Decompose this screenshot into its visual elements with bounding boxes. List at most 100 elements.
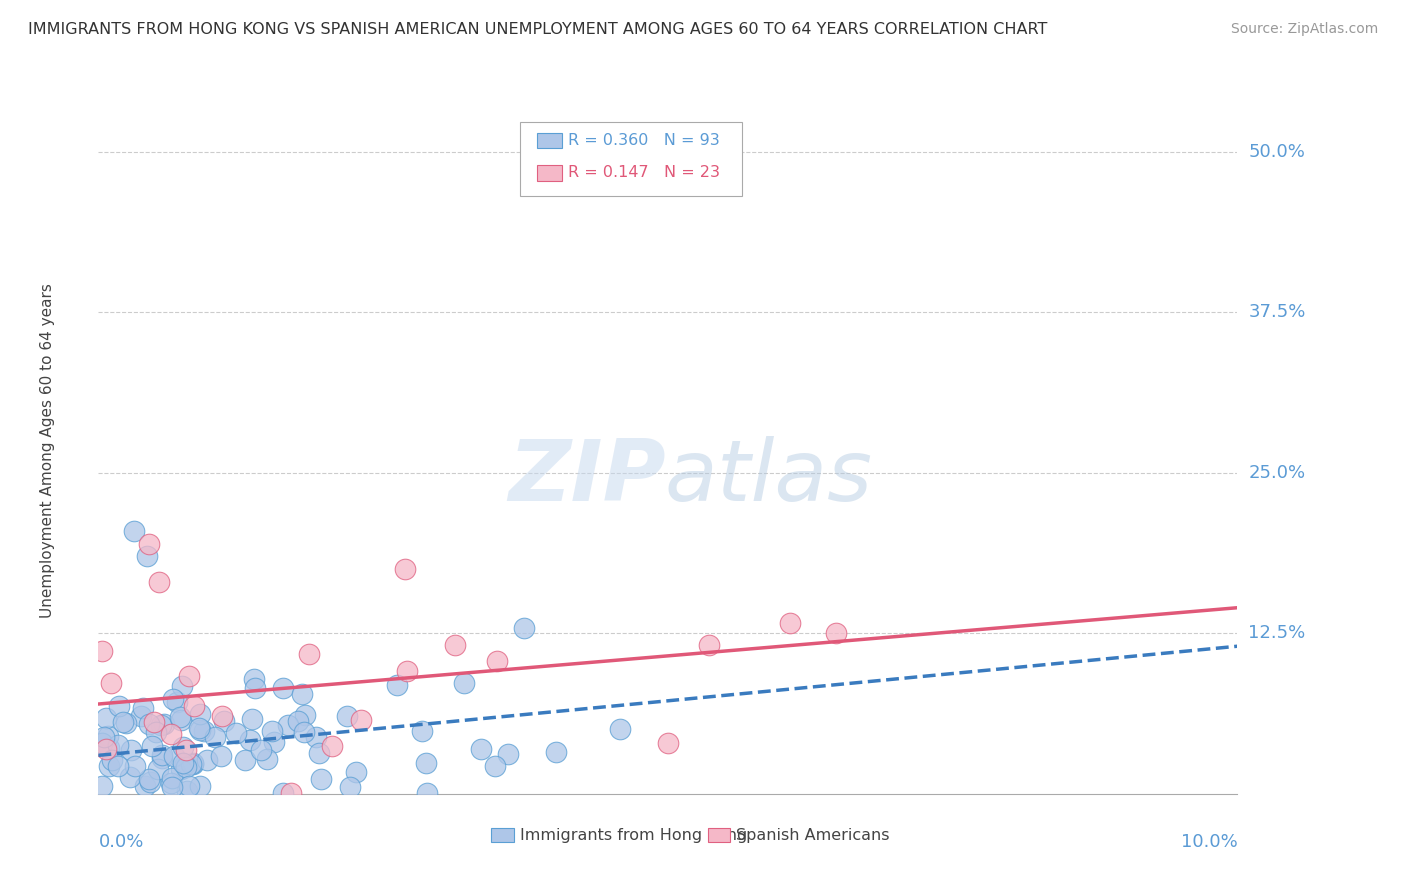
Point [280,786,302,800]
Text: Unemployment Among Ages 60 to 64 years: Unemployment Among Ages 60 to 64 years [39,283,55,618]
Point [183,756,205,771]
Point [453,676,475,690]
Point [94,711,117,725]
Point [181,756,204,770]
Point [131,700,153,714]
Point [162,692,184,706]
Point [188,721,211,735]
Point [546,745,568,759]
Text: 12.5%: 12.5% [1249,624,1306,642]
Point [112,714,135,729]
Point [118,770,141,784]
Point [129,708,152,723]
Point [470,742,492,756]
Point [416,786,439,800]
Point [173,756,195,771]
Point [496,747,519,761]
Point [287,714,309,728]
Point [179,779,201,793]
Point [697,638,720,652]
Point [240,712,263,726]
Point [176,783,198,797]
Point [411,724,433,739]
Point [114,716,136,731]
Point [336,709,359,723]
Point [779,615,801,630]
Point [344,765,367,780]
Point [169,762,191,776]
Text: Immigrants from Hong Kong: Immigrants from Hong Kong [520,828,747,843]
Text: 0.0%: 0.0% [98,833,143,851]
FancyBboxPatch shape [537,133,562,148]
FancyBboxPatch shape [537,165,562,180]
Point [107,758,129,772]
Text: Source: ZipAtlas.com: Source: ZipAtlas.com [1230,22,1378,37]
Point [394,562,416,576]
Point [170,713,193,727]
Point [298,648,321,662]
Point [163,748,186,763]
FancyBboxPatch shape [491,828,515,842]
Point [139,775,162,789]
Point [321,739,343,753]
Point [120,743,142,757]
Point [657,735,679,749]
Point [211,709,233,723]
Point [294,708,316,723]
Point [233,752,256,766]
Point [143,715,166,730]
FancyBboxPatch shape [520,122,742,196]
Point [193,723,215,738]
Point [308,746,330,760]
Point [94,742,117,756]
Point [179,669,201,683]
Point [350,713,373,727]
Point [90,779,112,793]
Point [183,699,205,714]
Point [97,729,120,743]
Point [824,626,846,640]
Point [305,731,328,745]
Point [188,723,211,738]
Point [180,756,202,771]
Point [122,524,145,538]
Point [188,706,211,721]
Point [160,727,183,741]
Point [238,732,260,747]
Point [160,780,183,794]
Point [124,759,146,773]
Point [100,676,122,690]
Text: 10.0%: 10.0% [1181,833,1237,851]
Point [172,740,194,755]
Point [309,772,332,786]
Point [277,718,299,732]
Text: 37.5%: 37.5% [1249,303,1306,321]
Point [256,752,278,766]
Point [339,780,361,794]
Point [250,743,273,757]
Point [271,786,294,800]
Point [146,763,169,777]
Point [149,718,172,732]
Point [97,740,120,755]
Point [141,739,163,753]
Point [145,725,167,739]
Point [100,754,122,768]
Point [138,772,160,786]
Point [260,724,283,739]
Point [243,672,266,686]
Point [209,749,232,764]
Point [172,756,194,770]
Point [107,738,129,752]
Point [484,759,506,773]
Point [169,710,191,724]
Text: IMMIGRANTS FROM HONG KONG VS SPANISH AMERICAN UNEMPLOYMENT AMONG AGES 60 TO 64 Y: IMMIGRANTS FROM HONG KONG VS SPANISH AME… [28,22,1047,37]
Point [204,730,226,744]
Text: atlas: atlas [665,436,873,519]
Point [138,536,160,550]
Point [138,717,160,731]
Text: Spanish Americans: Spanish Americans [737,828,890,843]
FancyBboxPatch shape [707,828,731,842]
Point [160,772,183,786]
Point [609,722,631,736]
